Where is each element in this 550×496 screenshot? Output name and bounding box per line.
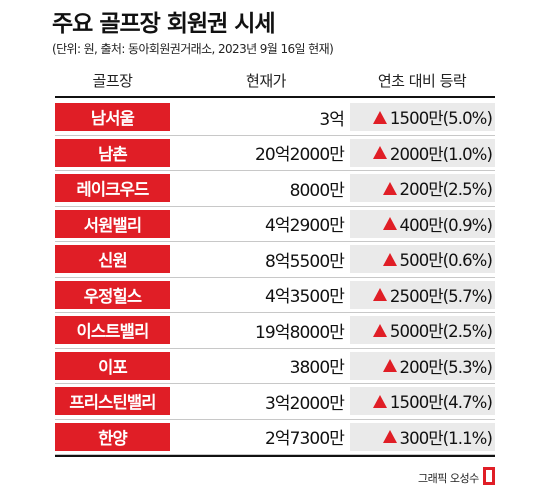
ytd-change: 200만(5.3%): [350, 351, 495, 380]
table-row: 이포 3800만 200만(5.3%): [55, 349, 495, 384]
ytd-change-value: 2000만(1.0%): [389, 144, 493, 164]
up-triangle-icon: [382, 359, 397, 372]
graphic-credit: 그래픽 오성수: [418, 472, 479, 485]
current-price: 4억2900만: [264, 216, 345, 236]
ytd-change-value: 200만(5.3%): [399, 357, 493, 377]
table-row: 레이크우드 8000만 200만(2.5%): [55, 171, 495, 207]
current-price: 8000만: [289, 180, 345, 201]
current-price: 3800만: [289, 358, 345, 378]
golf-course-name: 프리스틴밸리: [55, 387, 170, 415]
up-triangle-icon: [372, 394, 387, 408]
table-bottom-divider: [55, 455, 495, 457]
up-triangle-icon: [382, 217, 397, 230]
ytd-change: 500만(0.6%): [350, 245, 495, 273]
page-title: 주요 골프장 회원권 시세: [52, 11, 276, 37]
current-price: 3억2000만: [264, 393, 345, 414]
current-price: 20억2000만: [255, 145, 345, 165]
current-price: 4억3500만: [264, 287, 345, 307]
newspaper-logo-icon: [483, 467, 495, 485]
up-triangle-icon: [372, 288, 387, 301]
golf-course-name: 우정힐스: [55, 280, 170, 309]
ytd-change-value: 1500만(4.7%): [389, 393, 493, 412]
current-price: 3억: [319, 109, 345, 130]
up-triangle-icon: [372, 146, 387, 159]
column-header-change: 연초 대비 등락: [377, 72, 467, 90]
table-row: 우정힐스 4억3500만 2500만(5.7%): [55, 278, 495, 313]
ytd-change-value: 500만(0.6%): [399, 251, 493, 270]
current-price: 19억8000만: [255, 322, 345, 343]
ytd-change: 1500만(5.0%): [350, 103, 495, 131]
column-header-price: 현재가: [246, 72, 286, 90]
page-subtitle: (단위: 원, 출처: 동아회원권거래소, 2023년 9월 16일 현재): [52, 42, 334, 56]
up-triangle-icon: [382, 430, 397, 443]
current-price: 2억7300만: [264, 429, 345, 449]
table-row: 남촌 20억2000만 2000만(1.0%): [55, 136, 495, 171]
ytd-change: 2500만(5.7%): [350, 280, 495, 309]
current-price: 8억5500만: [264, 251, 345, 272]
golf-course-name: 이스트밸리: [55, 316, 170, 344]
ytd-change: 5000만(2.5%): [350, 316, 495, 344]
golf-course-name: 이포: [55, 351, 170, 380]
up-triangle-icon: [382, 181, 397, 195]
ytd-change: 300만(1.1%): [350, 422, 495, 451]
golf-course-name: 남촌: [55, 138, 170, 167]
up-triangle-icon: [372, 110, 387, 124]
up-triangle-icon: [382, 252, 397, 266]
ytd-change-value: 1500만(5.0%): [389, 109, 493, 128]
column-header-name: 골프장: [92, 72, 133, 90]
ytd-change-value: 5000만(2.5%): [389, 322, 493, 341]
table-header: 골프장 현재가 연초 대비 등락: [55, 70, 495, 96]
golf-course-name: 한양: [55, 422, 170, 451]
ytd-change: 400만(0.9%): [350, 209, 495, 238]
ytd-change: 1500만(4.7%): [350, 387, 495, 415]
ytd-change-value: 400만(0.9%): [399, 215, 493, 235]
ytd-change: 200만(2.5%): [350, 174, 495, 202]
header-divider: [55, 96, 495, 98]
golf-course-name: 레이크우드: [55, 174, 170, 202]
ytd-change: 2000만(1.0%): [350, 138, 495, 167]
ytd-change-value: 300만(1.1%): [399, 428, 493, 448]
table-body: 남서울 3억 1500만(5.0%) 남촌 20억2000만 2000만(1.0…: [55, 100, 495, 455]
golf-course-name: 남서울: [55, 103, 170, 131]
golf-course-name: 신원: [55, 245, 170, 273]
table-row: 한양 2억7300만 300만(1.1%): [55, 420, 495, 455]
ytd-change-value: 2500만(5.7%): [389, 286, 493, 306]
up-triangle-icon: [372, 323, 387, 337]
table-row: 신원 8억5500만 500만(0.6%): [55, 242, 495, 278]
table-row: 남서울 3억 1500만(5.0%): [55, 100, 495, 136]
table-row: 프리스틴밸리 3억2000만 1500만(4.7%): [55, 384, 495, 420]
golf-course-name: 서원밸리: [55, 209, 170, 238]
ytd-change-value: 200만(2.5%): [399, 180, 493, 199]
table-row: 서원밸리 4억2900만 400만(0.9%): [55, 207, 495, 242]
table-row: 이스트밸리 19억8000만 5000만(2.5%): [55, 313, 495, 349]
